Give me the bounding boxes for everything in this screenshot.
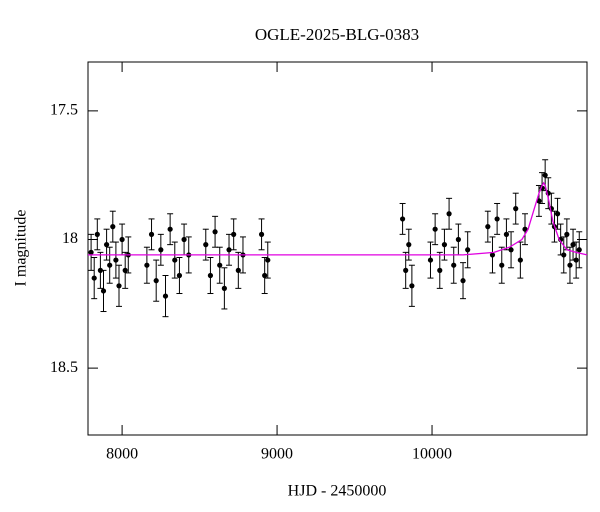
data-point <box>94 231 100 237</box>
data-point <box>499 262 505 268</box>
data-point <box>167 226 173 232</box>
data-point <box>181 236 187 243</box>
data-point <box>231 231 237 237</box>
data-point <box>573 257 579 263</box>
data-point <box>212 229 218 235</box>
data-point <box>107 262 113 268</box>
data-point <box>567 262 573 268</box>
data-point <box>460 278 466 284</box>
data-point <box>554 211 561 217</box>
data-point <box>517 257 523 263</box>
data-point <box>503 231 510 237</box>
data-point <box>403 267 409 273</box>
data-point <box>148 231 155 237</box>
data-point <box>113 257 119 263</box>
data-point <box>489 252 496 258</box>
data-point <box>235 267 241 273</box>
data-point <box>153 278 159 284</box>
data-point <box>103 242 110 248</box>
data-point <box>570 242 576 248</box>
data-point <box>513 206 519 212</box>
data-point <box>258 231 265 237</box>
plot-frame <box>87 61 588 436</box>
data-point <box>207 272 214 279</box>
data-point <box>446 211 452 217</box>
data-point <box>451 262 457 268</box>
data-point <box>494 216 500 222</box>
data-point <box>409 283 415 289</box>
data-point <box>485 224 491 230</box>
data-point <box>522 226 528 232</box>
data-point <box>217 262 223 268</box>
data-point <box>441 242 448 248</box>
data-point <box>265 257 271 263</box>
data-point <box>176 272 183 279</box>
data-point <box>88 249 94 255</box>
data-point <box>122 267 128 273</box>
data-point <box>561 252 567 258</box>
data-point <box>262 272 268 279</box>
data-point <box>110 224 116 230</box>
data-point <box>221 285 227 291</box>
data-point <box>100 288 107 294</box>
data-point <box>162 293 169 299</box>
model-curve <box>88 181 588 256</box>
data-point <box>399 216 406 222</box>
y-tick-label: 18.5 <box>50 359 78 376</box>
data-point <box>564 231 570 237</box>
data-point <box>91 275 97 281</box>
y-tick-label: 18 <box>62 230 78 247</box>
data-point <box>119 236 125 243</box>
data-point <box>465 247 471 253</box>
data-point <box>203 242 209 248</box>
data-point <box>542 172 548 178</box>
data-point <box>172 257 178 263</box>
data-point <box>508 247 514 253</box>
data-point <box>226 247 232 253</box>
y-axis-label: I magnitude <box>13 210 30 287</box>
y-tick-label: 17.5 <box>50 102 78 119</box>
data-point <box>97 267 103 273</box>
data-point <box>116 283 122 289</box>
x-tick-label: 8000 <box>106 446 138 463</box>
data-point <box>406 242 412 248</box>
chart-title: OGLE-2025-BLG-0383 <box>255 25 419 44</box>
data-point <box>455 236 461 243</box>
data-point <box>576 247 582 253</box>
x-axis-label: HJD - 2450000 <box>288 483 387 500</box>
data-point <box>432 226 438 232</box>
data-point <box>144 262 150 268</box>
x-tick-label: 10000 <box>412 446 452 463</box>
x-tick-label: 9000 <box>261 446 293 463</box>
data-point <box>437 267 443 273</box>
data-point <box>158 247 164 253</box>
data-point <box>427 257 434 263</box>
